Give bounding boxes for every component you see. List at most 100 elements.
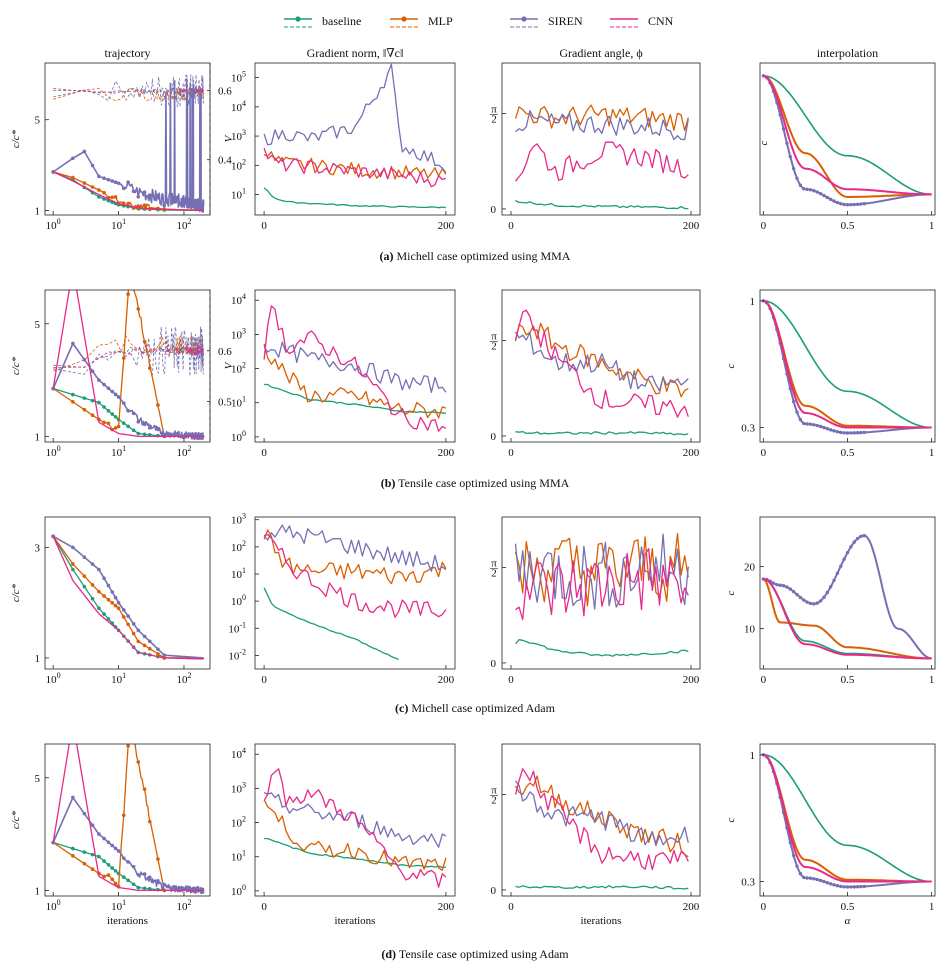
trajectory-marker-baseline <box>147 433 152 437</box>
interpolation-marker-SIREN <box>828 882 833 886</box>
y-tick-label: 0 <box>491 431 497 443</box>
trajectory-marker-SIREN <box>113 392 118 397</box>
y-tick-label: 5 <box>35 773 41 785</box>
gradient-angle-line-SIREN <box>515 109 689 141</box>
x-tick-exponent: 0 <box>57 217 61 226</box>
interpolation-marker-SIREN <box>845 431 850 435</box>
trajectory-marker-SIREN <box>131 189 136 194</box>
x-tick-label: 200 <box>438 901 455 913</box>
y-tick-exponent: 1 <box>242 849 246 858</box>
y-tick-label-pi-half: π2 <box>490 557 498 579</box>
caption-label: (b) <box>381 476 396 490</box>
trajectory-axes-frame <box>44 516 211 670</box>
trajectory-marker-SIREN <box>162 882 167 887</box>
column-title-2: Gradient angle, ϕ <box>559 46 642 60</box>
x-tick-label: 200 <box>438 674 455 686</box>
legend-label-CNN: CNN <box>648 14 674 28</box>
column-title-3: interpolation <box>817 46 878 60</box>
interpolation-marker-SIREN <box>862 430 867 435</box>
subfigure-caption: (a) Michell case optimized using MMA <box>380 249 571 263</box>
interpolation-marker-SIREN <box>839 564 843 568</box>
y-tick-exponent: 1 <box>242 566 246 575</box>
interpolation-line-baseline <box>763 754 932 883</box>
x-tick-label: 0 <box>761 447 767 459</box>
interpolation-marker-SIREN <box>771 581 776 585</box>
y-axis-label: c/c* <box>10 810 22 829</box>
interpolation-marker-SIREN <box>781 127 786 131</box>
trajectory-line-CNN <box>52 171 205 211</box>
x-tick-label: 1 <box>929 220 935 232</box>
y-tick-label: 100 <box>231 593 246 608</box>
trajectory-marker-SIREN <box>131 622 136 626</box>
trajectory-marker-SIREN <box>162 653 167 657</box>
x-tick-label: 0.5 <box>841 901 855 913</box>
y-tick-label: 103 <box>231 128 246 143</box>
v-tick-label: 0.6 <box>218 86 232 98</box>
pi-numerator: π <box>491 330 497 342</box>
x-tick-label: 0 <box>508 447 514 459</box>
interpolation-marker-SIREN <box>845 550 850 555</box>
trajectory-marker-MLP <box>147 366 152 370</box>
x-tick-label: 102 <box>176 444 191 459</box>
trajectory-marker-SIREN <box>126 614 130 618</box>
interpolation-plot: 0 0.5 1 c <box>758 62 936 232</box>
trajectory-marker-MLP <box>71 175 75 180</box>
trajectory-marker-MLP <box>82 861 87 866</box>
column-title-0: trajectory <box>105 46 151 60</box>
trajectory-marker-baseline <box>136 431 141 436</box>
y-tick-label-pi-half: π2 <box>490 330 498 352</box>
trajectory-marker-MLP <box>156 857 160 861</box>
v-axis-label: V <box>223 361 235 369</box>
interpolation-marker-SIREN <box>805 600 809 604</box>
trajectory-marker-baseline <box>106 862 111 867</box>
y-tick-label: 103 <box>231 326 246 341</box>
x-tick-label: 100 <box>46 671 61 686</box>
trajectory-marker-SIREN <box>142 634 147 639</box>
interpolation-marker-SIREN <box>842 431 846 435</box>
interpolation-marker-SIREN <box>812 423 816 427</box>
x-tick-label: 0.5 <box>841 674 855 686</box>
interpolation-marker-SIREN <box>812 602 816 606</box>
x-tick-label: 100 <box>46 217 61 232</box>
gradient-norm-line-MLP <box>263 799 447 871</box>
gradient-angle-axes-frame <box>501 289 701 443</box>
trajectory-marker-SIREN <box>97 567 101 572</box>
interpolation-marker-SIREN <box>822 595 826 600</box>
interpolation-marker-SIREN <box>808 601 813 606</box>
interpolation-marker-SIREN <box>818 878 823 883</box>
x-tick-label: 0 <box>761 674 767 686</box>
y-tick-exponent: 5 <box>242 70 246 79</box>
interpolation-marker-SIREN <box>839 884 843 889</box>
trajectory-marker-MLP <box>142 339 147 344</box>
interpolation-plot: 0 0.5 1 0.3 1 c <box>725 289 936 459</box>
gradient-norm-line-CNN <box>263 305 447 432</box>
interpolation-marker-SIREN <box>828 428 833 432</box>
interpolation-marker-SIREN <box>818 191 823 196</box>
trajectory-marker-SIREN <box>136 420 141 424</box>
trajectory-marker-MLP <box>131 631 136 636</box>
x-axis-label: iterations <box>107 915 148 927</box>
gradient-angle-line-MLP <box>514 775 689 858</box>
legend-item-SIREN: SIREN <box>510 14 583 28</box>
interpolation-line-SIREN <box>763 74 932 206</box>
x-axis-label: α <box>845 915 851 927</box>
trajectory-marker-MLP <box>116 424 121 429</box>
trajectory-marker-SIREN <box>82 555 87 559</box>
interpolation-line-baseline <box>763 300 932 429</box>
trajectory-marker-MLP <box>110 195 115 200</box>
trajectory-marker-MLP <box>71 854 75 858</box>
gradient-angle-plot: 0 200 0 π2 <box>490 62 701 232</box>
trajectory-marker-SIREN <box>156 427 160 432</box>
trajectory-marker-baseline <box>82 584 87 589</box>
interpolation-marker-SIREN <box>835 430 840 434</box>
x-tick-label: 0.5 <box>841 220 855 232</box>
interpolation-marker-SIREN <box>822 879 826 884</box>
trajectory-marker-MLP <box>110 877 115 882</box>
trajectory-marker-SIREN <box>106 386 111 391</box>
gradient-angle-line-MLP <box>514 322 689 398</box>
x-tick-exponent: 2 <box>187 444 191 453</box>
trajectory-marker-SIREN <box>51 386 55 391</box>
trajectory-marker-SIREN <box>97 832 101 836</box>
interpolation-marker-SIREN <box>802 187 806 191</box>
